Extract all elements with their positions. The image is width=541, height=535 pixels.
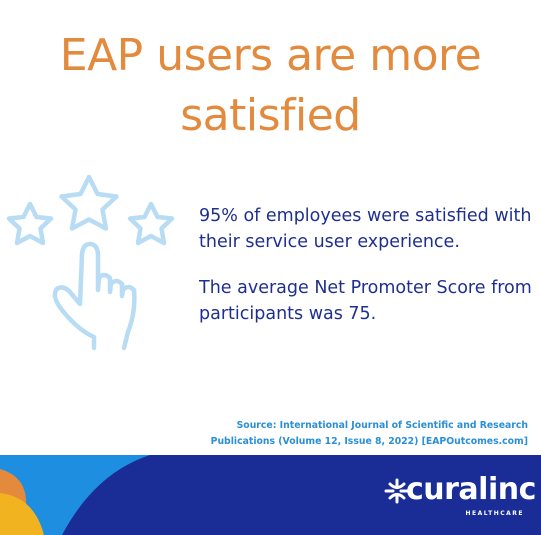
source-line-1: Source: International Journal of Scienti… bbox=[236, 420, 528, 431]
headline-line-2: satisfied bbox=[180, 90, 361, 141]
headline-line-1: EAP users are more bbox=[59, 30, 482, 81]
headline: EAP users are more satisfied bbox=[0, 26, 541, 146]
source-line-2: Publications (Volume 12, Issue 8, 2022) … bbox=[210, 436, 528, 447]
pointing-hand-icon bbox=[52, 241, 137, 351]
footer-blue-swoosh bbox=[0, 455, 150, 535]
source-citation: Source: International Journal of Scienti… bbox=[198, 418, 528, 450]
footer-banner bbox=[0, 455, 541, 535]
brand-logo: curalinc HEALTHCARE bbox=[384, 472, 536, 522]
satisfaction-stat: 95% of employees were satisfied with the… bbox=[199, 206, 532, 252]
stats-text: 95% of employees were satisfied with the… bbox=[199, 203, 535, 327]
brand-name: curalinc bbox=[406, 472, 536, 507]
curalinc-logo-icon bbox=[384, 478, 410, 504]
footer-yellow-shape bbox=[0, 493, 44, 535]
center-star-icon bbox=[59, 174, 119, 231]
brand-subtitle: HEALTHCARE bbox=[465, 510, 524, 517]
stars-rating-hand-icon bbox=[6, 174, 175, 351]
left-star-icon bbox=[6, 201, 54, 246]
right-star-icon bbox=[127, 201, 175, 246]
nps-stat: The average Net Promoter Score from part… bbox=[199, 278, 532, 324]
